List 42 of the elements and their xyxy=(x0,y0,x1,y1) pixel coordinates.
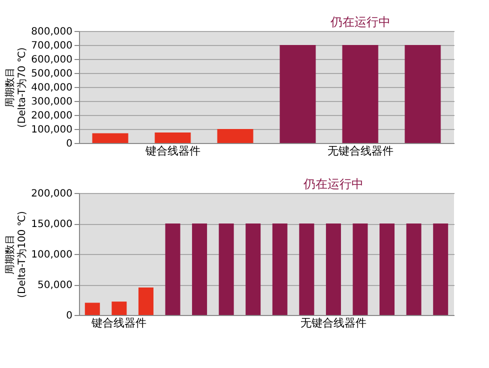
bar xyxy=(84,302,100,315)
bar xyxy=(380,224,395,315)
x-tick-label: 无键合线器件 xyxy=(327,144,394,158)
bar xyxy=(192,224,208,315)
y-tick-label: 500,000 xyxy=(31,68,72,80)
y-tick-label: 0 xyxy=(66,310,72,322)
y-tick-label: 50,000 xyxy=(38,280,72,291)
bar xyxy=(433,224,448,315)
bar xyxy=(280,45,316,143)
y-tick-label: 300,000 xyxy=(31,96,72,108)
bar xyxy=(165,224,180,315)
y-tick-label: 200,000 xyxy=(31,110,72,122)
bar xyxy=(217,129,254,143)
y-tick-label: 0 xyxy=(66,138,72,150)
bar xyxy=(352,224,368,315)
bar xyxy=(342,45,378,143)
y-tick-label: 100,000 xyxy=(31,124,72,136)
y-tick-label: 700,000 xyxy=(31,40,72,52)
x-tick-label: 键合线器件 xyxy=(90,316,147,330)
bar xyxy=(326,224,341,315)
bar xyxy=(218,224,234,315)
bar xyxy=(92,133,128,143)
y-axis-title: 周期数目 (Delta-T为70 ℃) xyxy=(4,47,28,128)
bar xyxy=(154,132,191,143)
text: 仍在运行中 xyxy=(302,177,364,191)
y-axis-title: 周期数目 (Delta-T为100 ℃) xyxy=(4,211,28,298)
bar xyxy=(406,224,422,315)
y-tick-label: 400,000 xyxy=(31,82,72,94)
bar xyxy=(112,302,127,315)
x-tick-label: 无键合线器件 xyxy=(300,316,366,330)
y-tick-label: 100,000 xyxy=(31,250,72,260)
bar xyxy=(138,288,154,315)
bar xyxy=(404,45,441,143)
y-tick-label: 200,000 xyxy=(31,188,72,200)
y-tick-label: 600,000 xyxy=(31,54,72,66)
y-tick-label: 800,000 xyxy=(31,26,72,38)
bar xyxy=(272,224,288,315)
y-tick-label: 150,000 xyxy=(31,219,72,230)
bar xyxy=(246,224,261,315)
x-tick-label: 键合线器件 xyxy=(144,144,200,158)
bar xyxy=(299,224,314,315)
text: 仍在运行中 xyxy=(329,15,390,29)
